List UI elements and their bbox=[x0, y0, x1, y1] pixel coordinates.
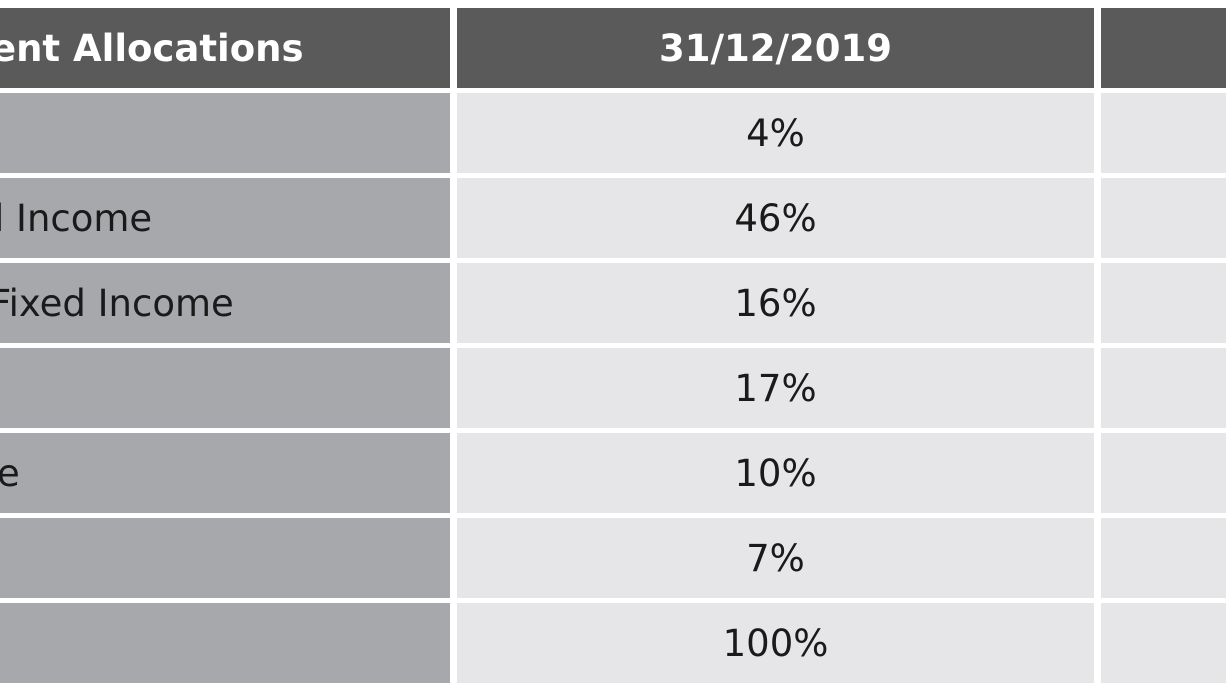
row-1-label-cell: l Income bbox=[0, 178, 450, 258]
header-next-cell bbox=[1101, 8, 1226, 88]
header-date-label: 31/12/2019 bbox=[659, 26, 892, 70]
row-5-value: 7% bbox=[746, 536, 805, 580]
row-1-label: l Income bbox=[0, 196, 153, 240]
row-4-label: e bbox=[0, 451, 20, 495]
row-4-label-cell: e bbox=[0, 433, 450, 513]
row-3-value-cell: 17% bbox=[457, 348, 1094, 428]
row-2-value: 16% bbox=[734, 281, 817, 325]
row-4-value-cell: 10% bbox=[457, 433, 1094, 513]
row-4-next-cell bbox=[1101, 433, 1226, 513]
row-2-next-cell bbox=[1101, 263, 1226, 343]
row-1-next-cell bbox=[1101, 178, 1226, 258]
row-4-value: 10% bbox=[734, 451, 817, 495]
header-allocations-label: ent Allocations bbox=[0, 26, 304, 70]
row-6-label-cell bbox=[0, 603, 450, 683]
row-0-value: 4% bbox=[746, 111, 805, 155]
row-5-label-cell bbox=[0, 518, 450, 598]
row-3-value: 17% bbox=[734, 366, 817, 410]
row-2-value-cell: 16% bbox=[457, 263, 1094, 343]
row-2-label-cell: Fixed Income bbox=[0, 263, 450, 343]
row-0-next-cell bbox=[1101, 93, 1226, 173]
row-3-next-cell bbox=[1101, 348, 1226, 428]
row-5-next-cell bbox=[1101, 518, 1226, 598]
row-6-value: 100% bbox=[722, 621, 829, 665]
row-6-next-cell bbox=[1101, 603, 1226, 683]
row-1-value-cell: 46% bbox=[457, 178, 1094, 258]
row-0-label-cell bbox=[0, 93, 450, 173]
row-0-value-cell: 4% bbox=[457, 93, 1094, 173]
row-6-value-cell: 100% bbox=[457, 603, 1094, 683]
row-1-value: 46% bbox=[734, 196, 817, 240]
header-allocations-cell: ent Allocations bbox=[0, 8, 450, 88]
header-date-cell: 31/12/2019 bbox=[457, 8, 1094, 88]
row-3-label-cell bbox=[0, 348, 450, 428]
row-5-value-cell: 7% bbox=[457, 518, 1094, 598]
row-2-label: Fixed Income bbox=[0, 281, 234, 325]
